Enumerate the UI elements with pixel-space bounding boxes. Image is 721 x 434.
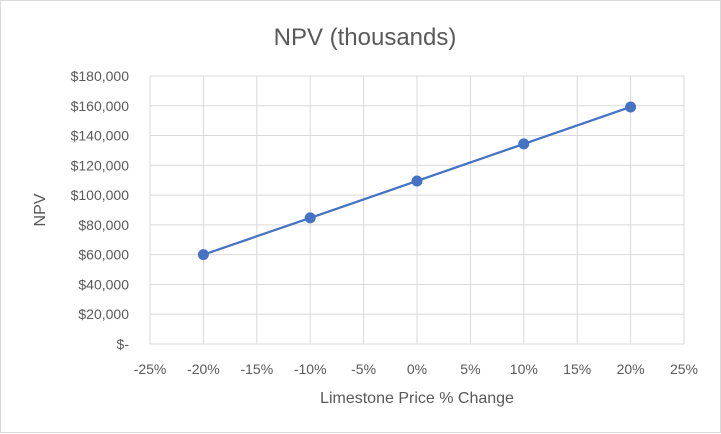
y-tick-label: $20,000 bbox=[78, 306, 129, 322]
x-tick-label: 10% bbox=[510, 361, 538, 377]
x-tick-label: 0% bbox=[407, 361, 427, 377]
x-tick-label: -20% bbox=[187, 361, 220, 377]
y-tick-label: $120,000 bbox=[71, 157, 130, 173]
y-tick-label: $140,000 bbox=[71, 128, 130, 144]
x-axis-ticks: -25% -20% -15% -10% -5% 0% 5% 10% 15% 20% 25% bbox=[134, 361, 698, 377]
y-axis-label: NPV bbox=[32, 193, 49, 226]
data-point bbox=[518, 138, 530, 150]
gridlines bbox=[149, 75, 685, 345]
data-point bbox=[304, 212, 316, 224]
x-tick-label: -25% bbox=[134, 361, 167, 377]
y-tick-label: $80,000 bbox=[78, 217, 129, 233]
y-tick-label: $40,000 bbox=[78, 276, 129, 292]
x-axis-label: Limestone Price % Change bbox=[320, 390, 514, 407]
x-tick-label: 15% bbox=[563, 361, 591, 377]
y-tick-label: $- bbox=[117, 336, 130, 352]
x-tick-label: -5% bbox=[351, 361, 376, 377]
chart-title: NPV (thousands) bbox=[274, 24, 457, 51]
x-tick-label: 25% bbox=[670, 361, 698, 377]
x-tick-label: 20% bbox=[617, 361, 645, 377]
data-point bbox=[411, 175, 423, 187]
x-tick-label: -15% bbox=[240, 361, 273, 377]
x-tick-label: 5% bbox=[460, 361, 480, 377]
series-layer bbox=[197, 101, 637, 261]
y-axis-ticks: $- $20,000 $40,000 $60,000 $80,000 $100,000 $1… bbox=[71, 68, 130, 352]
data-point bbox=[197, 249, 209, 261]
y-tick-label: $100,000 bbox=[71, 187, 130, 203]
y-tick-label: $60,000 bbox=[78, 247, 129, 263]
x-tick-label: -10% bbox=[294, 361, 327, 377]
data-point bbox=[625, 101, 637, 113]
y-tick-label: $160,000 bbox=[71, 98, 130, 114]
y-tick-label: $180,000 bbox=[71, 68, 130, 84]
